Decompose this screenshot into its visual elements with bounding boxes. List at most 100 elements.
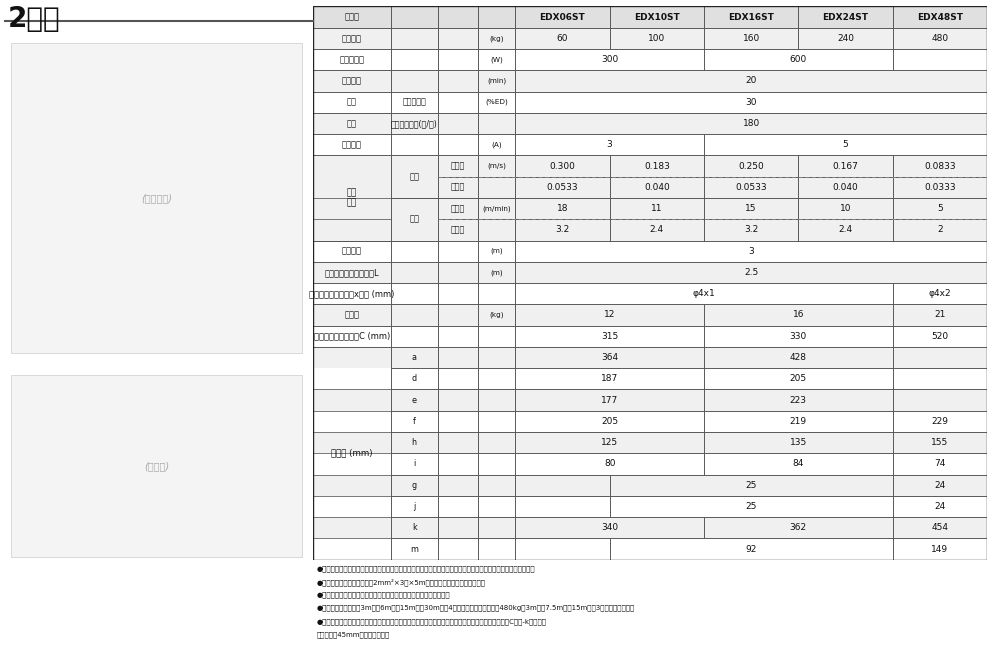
Bar [313, 283, 987, 304]
Text: 定格荷重: 定格荷重 [342, 34, 362, 43]
Text: (min): (min) [487, 78, 506, 84]
Bar [515, 432, 704, 454]
Bar [893, 6, 987, 28]
Bar [437, 219, 478, 241]
Bar [437, 113, 478, 134]
Bar [478, 389, 515, 411]
Bar [391, 496, 437, 517]
Text: 177: 177 [601, 395, 618, 404]
Text: EDX06ST: EDX06ST [540, 12, 585, 21]
Bar [391, 474, 437, 496]
Text: 60: 60 [557, 34, 569, 43]
Bar [437, 262, 478, 283]
Bar [704, 368, 893, 389]
Bar [313, 6, 987, 28]
Text: 3: 3 [748, 247, 754, 256]
Bar [313, 432, 987, 454]
Text: 最大起動頻度(回/時): 最大起動頻度(回/時) [391, 119, 437, 128]
Text: 0.183: 0.183 [644, 162, 670, 171]
Bar [313, 49, 391, 71]
Bar [437, 6, 478, 28]
Bar [391, 454, 437, 474]
Text: 0.0533: 0.0533 [736, 183, 767, 192]
Bar [313, 262, 987, 283]
Text: 24: 24 [934, 502, 945, 511]
Bar [609, 198, 704, 219]
Text: モータ出力: モータ出力 [339, 55, 365, 64]
Bar [609, 474, 893, 496]
Bar [313, 411, 987, 432]
Text: 187: 187 [601, 375, 618, 383]
Text: フック間最小距離：C (mm): フック間最小距離：C (mm) [314, 332, 390, 341]
Text: 454: 454 [931, 523, 948, 532]
Bar [478, 177, 515, 198]
Text: 30: 30 [746, 98, 756, 107]
Bar [893, 49, 987, 71]
Bar [313, 347, 391, 560]
Text: (W): (W) [490, 56, 503, 63]
Bar [798, 198, 893, 219]
Bar [437, 411, 478, 432]
Bar [478, 198, 515, 219]
Bar [515, 474, 609, 496]
Bar [478, 347, 515, 368]
Bar [704, 219, 798, 241]
Text: f: f [413, 417, 415, 426]
Bar [515, 454, 704, 474]
Text: 3: 3 [606, 140, 612, 149]
Bar [437, 283, 478, 304]
Bar [515, 241, 987, 262]
Bar [515, 49, 704, 71]
Bar [893, 304, 987, 325]
Text: 340: 340 [601, 523, 618, 532]
Bar [437, 454, 478, 474]
Text: a: a [412, 353, 416, 362]
Bar [11, 375, 302, 557]
Bar [704, 517, 893, 538]
Bar [313, 347, 987, 368]
Bar [313, 517, 987, 538]
Text: 330: 330 [789, 332, 807, 341]
Bar [609, 496, 893, 517]
Bar [437, 28, 478, 49]
Text: 149: 149 [931, 545, 948, 554]
Text: 最高速: 最高速 [451, 162, 465, 171]
Text: (寸法図): (寸法図) [144, 461, 169, 471]
Bar [391, 49, 437, 71]
Text: 92: 92 [746, 545, 756, 554]
Bar [391, 283, 437, 304]
Text: h: h [412, 438, 416, 447]
Bar [704, 177, 798, 198]
Text: 3.2: 3.2 [556, 225, 570, 234]
Bar [391, 92, 437, 113]
Bar [515, 411, 704, 432]
Text: 315: 315 [601, 332, 618, 341]
Text: i: i [414, 459, 415, 468]
Text: 秒速: 秒速 [410, 172, 419, 181]
Bar [704, 198, 798, 219]
Text: 100: 100 [648, 34, 665, 43]
Text: d: d [412, 375, 416, 383]
Bar [704, 304, 893, 325]
Bar [313, 325, 987, 347]
Text: ロードチェーン線径x掛数 (mm): ロードチェーン線径x掛数 (mm) [309, 289, 395, 298]
Bar [515, 517, 704, 538]
Text: EDX48ST: EDX48ST [916, 12, 963, 21]
Bar [391, 6, 437, 28]
Text: 0.0533: 0.0533 [547, 183, 579, 192]
Bar [437, 325, 478, 347]
Text: 0.040: 0.040 [833, 183, 859, 192]
Bar [391, 432, 437, 454]
Bar [313, 368, 987, 389]
Text: ●昇降速度は、定格荷重時における巻上下速度の平均的な値です。また荷重の大小によっても速度は異なります。: ●昇降速度は、定格荷重時における巻上下速度の平均的な値です。また荷重の大小によっ… [316, 565, 535, 572]
Bar [391, 517, 437, 538]
Text: 最低速: 最低速 [451, 225, 465, 234]
Bar [609, 538, 893, 560]
Bar [515, 28, 609, 49]
Text: 0.300: 0.300 [550, 162, 576, 171]
Text: (%ED): (%ED) [485, 99, 508, 105]
Bar [391, 304, 437, 325]
Bar [391, 198, 437, 241]
Text: (kg): (kg) [489, 312, 504, 318]
Bar [437, 474, 478, 496]
